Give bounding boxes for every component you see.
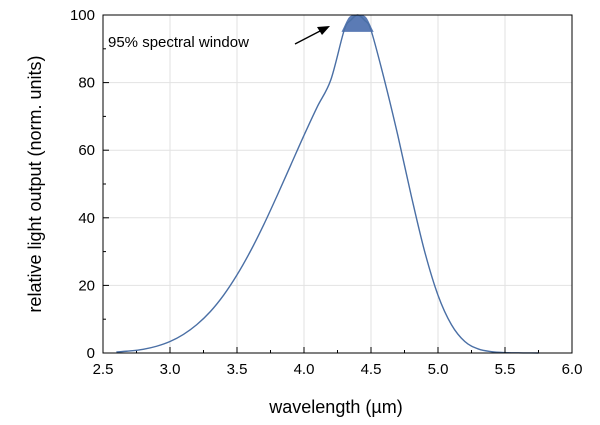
x-tick-label: 5.5 <box>495 361 516 378</box>
grid-lines <box>103 15 572 353</box>
x-tick-label: 4.0 <box>294 361 315 378</box>
x-axis-ticks: 2.5 3.0 3.5 4.0 4.5 5.0 5.5 6.0 <box>93 347 583 378</box>
minor-ticks <box>103 48 539 353</box>
annotation-label: 95% spectral window <box>108 34 249 51</box>
annotation-arrow-head <box>317 26 330 35</box>
x-tick-label: 2.5 <box>93 361 114 378</box>
y-axis-title: relative light output (norm. units) <box>25 55 45 312</box>
series-line <box>116 14 539 354</box>
x-tick-label: 6.0 <box>562 361 583 378</box>
x-tick-label: 5.0 <box>428 361 449 378</box>
y-tick-label: 60 <box>78 142 95 159</box>
plot-frame <box>102 14 573 354</box>
y-tick-label: 100 <box>70 7 95 24</box>
spectral-window-fill <box>341 15 374 32</box>
annotation-arrow <box>294 29 323 45</box>
x-tick-label: 3.5 <box>227 361 248 378</box>
y-axis-ticks: 0 20 40 60 80 100 <box>70 7 109 362</box>
x-tick-label: 3.0 <box>160 361 181 378</box>
y-tick-label: 40 <box>78 210 95 227</box>
x-axis-title: wavelength (µm) <box>268 397 402 417</box>
y-tick-label: 80 <box>78 75 95 92</box>
y-tick-label: 20 <box>78 277 95 294</box>
x-tick-label: 4.5 <box>361 361 382 378</box>
y-tick-label: 0 <box>87 345 95 362</box>
